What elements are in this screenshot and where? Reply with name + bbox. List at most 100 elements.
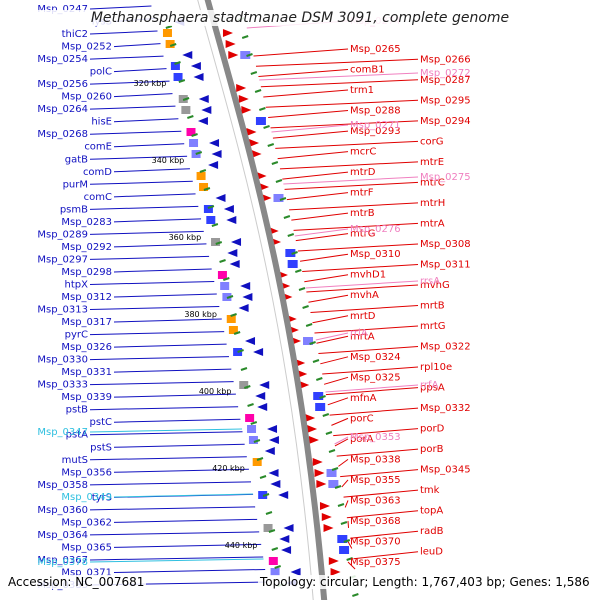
gene-block bbox=[258, 491, 268, 499]
gene-block bbox=[199, 183, 209, 191]
leader-line bbox=[314, 325, 419, 334]
gene-label-reverse: comD bbox=[83, 167, 112, 178]
kbp-tick-label: 340 kbp bbox=[152, 156, 185, 165]
gene-label-reverse: Msp_0298 bbox=[61, 267, 112, 278]
leader-line bbox=[333, 428, 419, 437]
gene-labels: Msp_0247lysSthiC2Msp_0252Msp_0254polCMsp… bbox=[37, 4, 470, 591]
tick-mark bbox=[279, 197, 287, 201]
leader-line bbox=[338, 458, 349, 467]
tick-mark bbox=[259, 475, 267, 479]
gene-label-reverse: polC bbox=[90, 67, 112, 78]
gene-label-reverse: htpX bbox=[65, 279, 89, 290]
gene-block bbox=[181, 106, 191, 114]
gene-label-forward: trm1 bbox=[350, 85, 374, 96]
reverse-gene-arrow bbox=[231, 238, 242, 246]
gene-block bbox=[240, 51, 251, 59]
gene-label-forward: comB1 bbox=[350, 65, 385, 76]
tick-mark bbox=[283, 215, 291, 219]
leader-line bbox=[331, 417, 349, 426]
leader-line bbox=[113, 568, 266, 573]
leader-line bbox=[113, 218, 202, 223]
gene-block bbox=[252, 458, 262, 466]
gene-label-forward: mvhA bbox=[350, 290, 379, 301]
leader-line bbox=[323, 376, 349, 385]
tick-mark bbox=[322, 413, 330, 417]
leader-line bbox=[89, 180, 193, 185]
leader-line bbox=[89, 230, 204, 235]
gene-label-reverse: Msp_0289 bbox=[37, 229, 88, 240]
reverse-gene-arrow bbox=[255, 392, 266, 400]
tick-mark bbox=[271, 161, 279, 165]
leader-line bbox=[327, 397, 349, 406]
kbp-tick-label: 320 kbp bbox=[134, 79, 167, 88]
leader-line bbox=[294, 228, 349, 237]
leader-line bbox=[336, 448, 419, 457]
tick-mark bbox=[319, 395, 326, 399]
gene-block bbox=[217, 271, 227, 279]
leader-line bbox=[113, 68, 167, 73]
tick-mark bbox=[219, 259, 226, 263]
reverse-gene-arrow bbox=[197, 117, 208, 125]
gene-block bbox=[313, 392, 324, 400]
gene-label-reverse: Msp_0371 bbox=[61, 567, 112, 578]
gene-label-forward: mtrA bbox=[420, 218, 445, 229]
gene-label-forward: Msp_0293 bbox=[350, 126, 401, 137]
rna-label-forward: Msp_0353 bbox=[350, 432, 401, 443]
leader-line bbox=[89, 155, 188, 160]
tick-mark bbox=[211, 223, 219, 227]
leader-line bbox=[89, 306, 220, 311]
forward-gene-arrow bbox=[330, 568, 341, 576]
rna-label-reverse: Msp_0378 bbox=[37, 557, 88, 568]
leader-line bbox=[346, 510, 419, 519]
leader-line bbox=[304, 274, 349, 283]
tick-mark bbox=[294, 269, 302, 273]
leader-line bbox=[113, 393, 236, 398]
tick-mark bbox=[222, 277, 230, 281]
leader-line bbox=[89, 428, 243, 433]
gene-block bbox=[326, 469, 337, 477]
leader-line bbox=[347, 541, 353, 549]
leader-line bbox=[113, 493, 254, 498]
leader-line bbox=[89, 556, 264, 561]
leader-line bbox=[89, 130, 182, 135]
leader-line bbox=[113, 268, 212, 273]
gene-label-forward: corG bbox=[420, 136, 443, 147]
gene-block bbox=[206, 216, 216, 224]
tick-mark bbox=[305, 323, 313, 327]
leader-line bbox=[293, 222, 419, 231]
leader-line bbox=[113, 293, 217, 298]
leader-line bbox=[113, 118, 179, 123]
gene-label-forward: mrtB bbox=[420, 301, 445, 312]
gene-label-reverse: Msp_0283 bbox=[61, 217, 112, 228]
gene-label-forward: Msp_0322 bbox=[420, 342, 471, 353]
reverse-gene-arrow bbox=[279, 535, 290, 543]
gene-block bbox=[337, 535, 348, 543]
gene-label-reverse: Msp_0365 bbox=[61, 542, 112, 553]
leader-line bbox=[344, 500, 349, 508]
forward-gene-arrow bbox=[222, 29, 233, 37]
leader-line bbox=[322, 366, 419, 375]
kbp-tick-label: 380 kbp bbox=[184, 310, 217, 319]
tick-mark bbox=[250, 421, 258, 425]
gene-label-forward: mtrH bbox=[420, 198, 445, 209]
gene-block bbox=[196, 172, 206, 180]
accession-label: Accession: NC_007681 bbox=[6, 575, 147, 589]
gene-label-reverse: Msp_0264 bbox=[37, 104, 88, 115]
gene-block bbox=[248, 436, 258, 444]
forward-gene-arrow bbox=[228, 51, 239, 59]
gene-label-forward: mtrB bbox=[350, 208, 375, 219]
gene-label-forward: porC bbox=[350, 413, 374, 424]
tick-mark bbox=[182, 97, 190, 101]
leader-line bbox=[318, 346, 419, 355]
gene-label-reverse: tyrS bbox=[92, 492, 112, 503]
forward-gene-arrow bbox=[321, 513, 332, 521]
tick-mark bbox=[275, 179, 283, 183]
leader-line bbox=[89, 55, 164, 60]
leader-line bbox=[312, 315, 349, 324]
tick-mark bbox=[334, 485, 342, 489]
tick-mark bbox=[346, 557, 353, 561]
gene-label-reverse: Msp_0297 bbox=[37, 254, 88, 265]
gene-label-reverse: pstB bbox=[66, 405, 88, 416]
rna-label-forward: rrsA bbox=[420, 276, 440, 287]
gene-label-reverse: comC bbox=[84, 192, 112, 203]
